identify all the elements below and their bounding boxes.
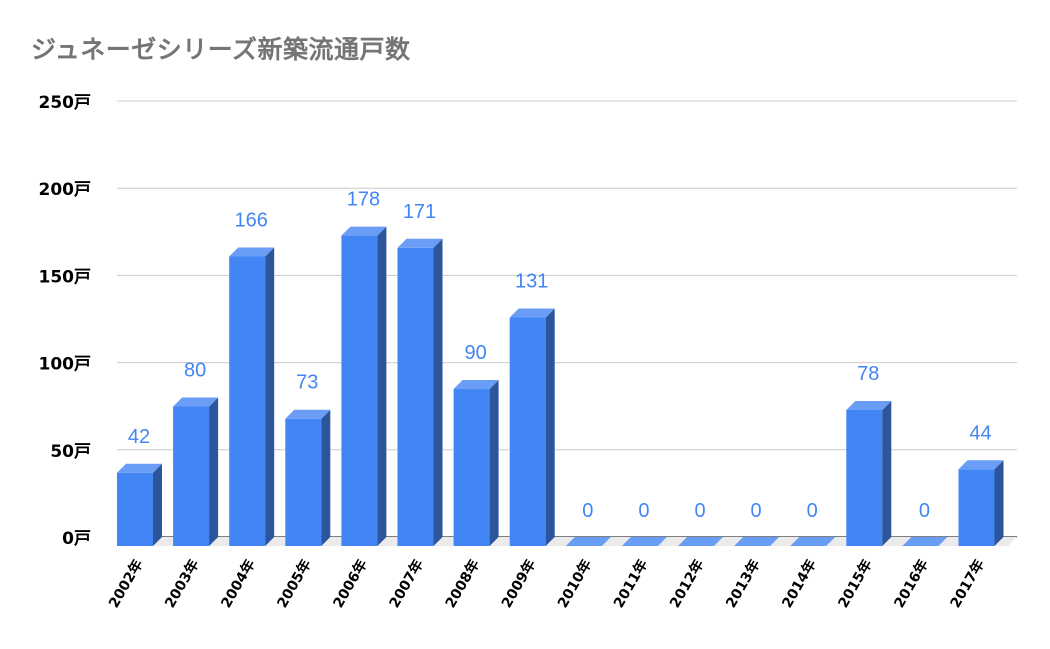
x-tick-label: 2017年 — [947, 557, 988, 611]
bar-2015年: 78 — [846, 363, 892, 546]
value-label: 131 — [515, 271, 548, 293]
value-label: 166 — [235, 209, 268, 231]
bar-2010年: 0 — [565, 500, 611, 546]
value-label: 90 — [464, 342, 486, 364]
value-label: 44 — [969, 422, 991, 444]
x-tick-label: 2015年 — [835, 557, 876, 611]
x-tick-label: 2006年 — [330, 557, 371, 611]
bar-2014年: 0 — [790, 500, 836, 546]
x-tick-label: 2009年 — [498, 557, 539, 611]
x-tick-label: 2012年 — [666, 557, 707, 611]
y-tick-label: 100戸 — [39, 355, 92, 375]
bar-2012年: 0 — [678, 500, 723, 546]
bar-2004年: 166 — [229, 209, 275, 546]
value-label: 78 — [857, 363, 879, 385]
x-tick-label: 2011年 — [610, 557, 651, 611]
x-axis-ticks: 2002年 2003年 2004年 2005年 2006年 2007年 2008年 2009年… — [105, 557, 988, 611]
x-tick-label: 2004年 — [217, 557, 258, 611]
bar-2006年: 178 — [341, 189, 387, 546]
bar-2008年: 90 — [453, 342, 499, 546]
x-tick-label: 2014年 — [778, 557, 819, 611]
x-tick-label: 2002年 — [105, 557, 146, 611]
value-label: 0 — [694, 500, 705, 522]
value-label: 80 — [184, 359, 206, 381]
value-label: 0 — [638, 500, 649, 522]
value-label: 0 — [582, 500, 593, 522]
value-label: 171 — [403, 201, 436, 223]
value-label: 42 — [128, 426, 150, 448]
value-label: 0 — [751, 500, 762, 522]
x-tick-label: 2003年 — [161, 557, 202, 611]
bar-2017年: 44 — [958, 422, 1004, 546]
bar-2009年: 131 — [509, 271, 555, 546]
bar-2002年: 42 — [117, 426, 162, 546]
y-axis-ticks: 0戸 50戸 100戸 150戸 200戸 250戸 — [39, 93, 92, 549]
value-label: 0 — [919, 500, 930, 522]
bar-2005年: 73 — [285, 372, 331, 546]
x-tick-label: 2010年 — [554, 557, 595, 611]
bars: 42 80 166 73 178 171 90 131 0 0 0 0 0 78 0 44 — [117, 189, 1004, 546]
bar-2007年: 171 — [397, 201, 443, 546]
bar-2013年: 0 — [734, 500, 780, 546]
value-label: 0 — [807, 500, 818, 522]
x-tick-label: 2007年 — [386, 557, 427, 611]
value-label: 178 — [347, 189, 380, 211]
y-tick-label: 250戸 — [39, 93, 92, 113]
x-tick-label: 2008年 — [442, 557, 483, 611]
bar-2016年: 0 — [902, 500, 948, 546]
value-label: 73 — [296, 372, 318, 394]
y-tick-label: 50戸 — [50, 442, 91, 462]
bar-2011年: 0 — [621, 500, 667, 546]
y-tick-label: 0戸 — [62, 529, 91, 549]
y-tick-label: 150戸 — [39, 267, 92, 287]
x-tick-label: 2013年 — [722, 557, 763, 611]
x-tick-label: 2005年 — [274, 557, 315, 611]
x-tick-label: 2016年 — [891, 557, 932, 611]
y-tick-label: 200戸 — [39, 180, 92, 200]
bar-2003年: 80 — [173, 359, 219, 546]
chart-title: ジュネーゼシリーズ新築流通戸数 — [31, 35, 411, 64]
